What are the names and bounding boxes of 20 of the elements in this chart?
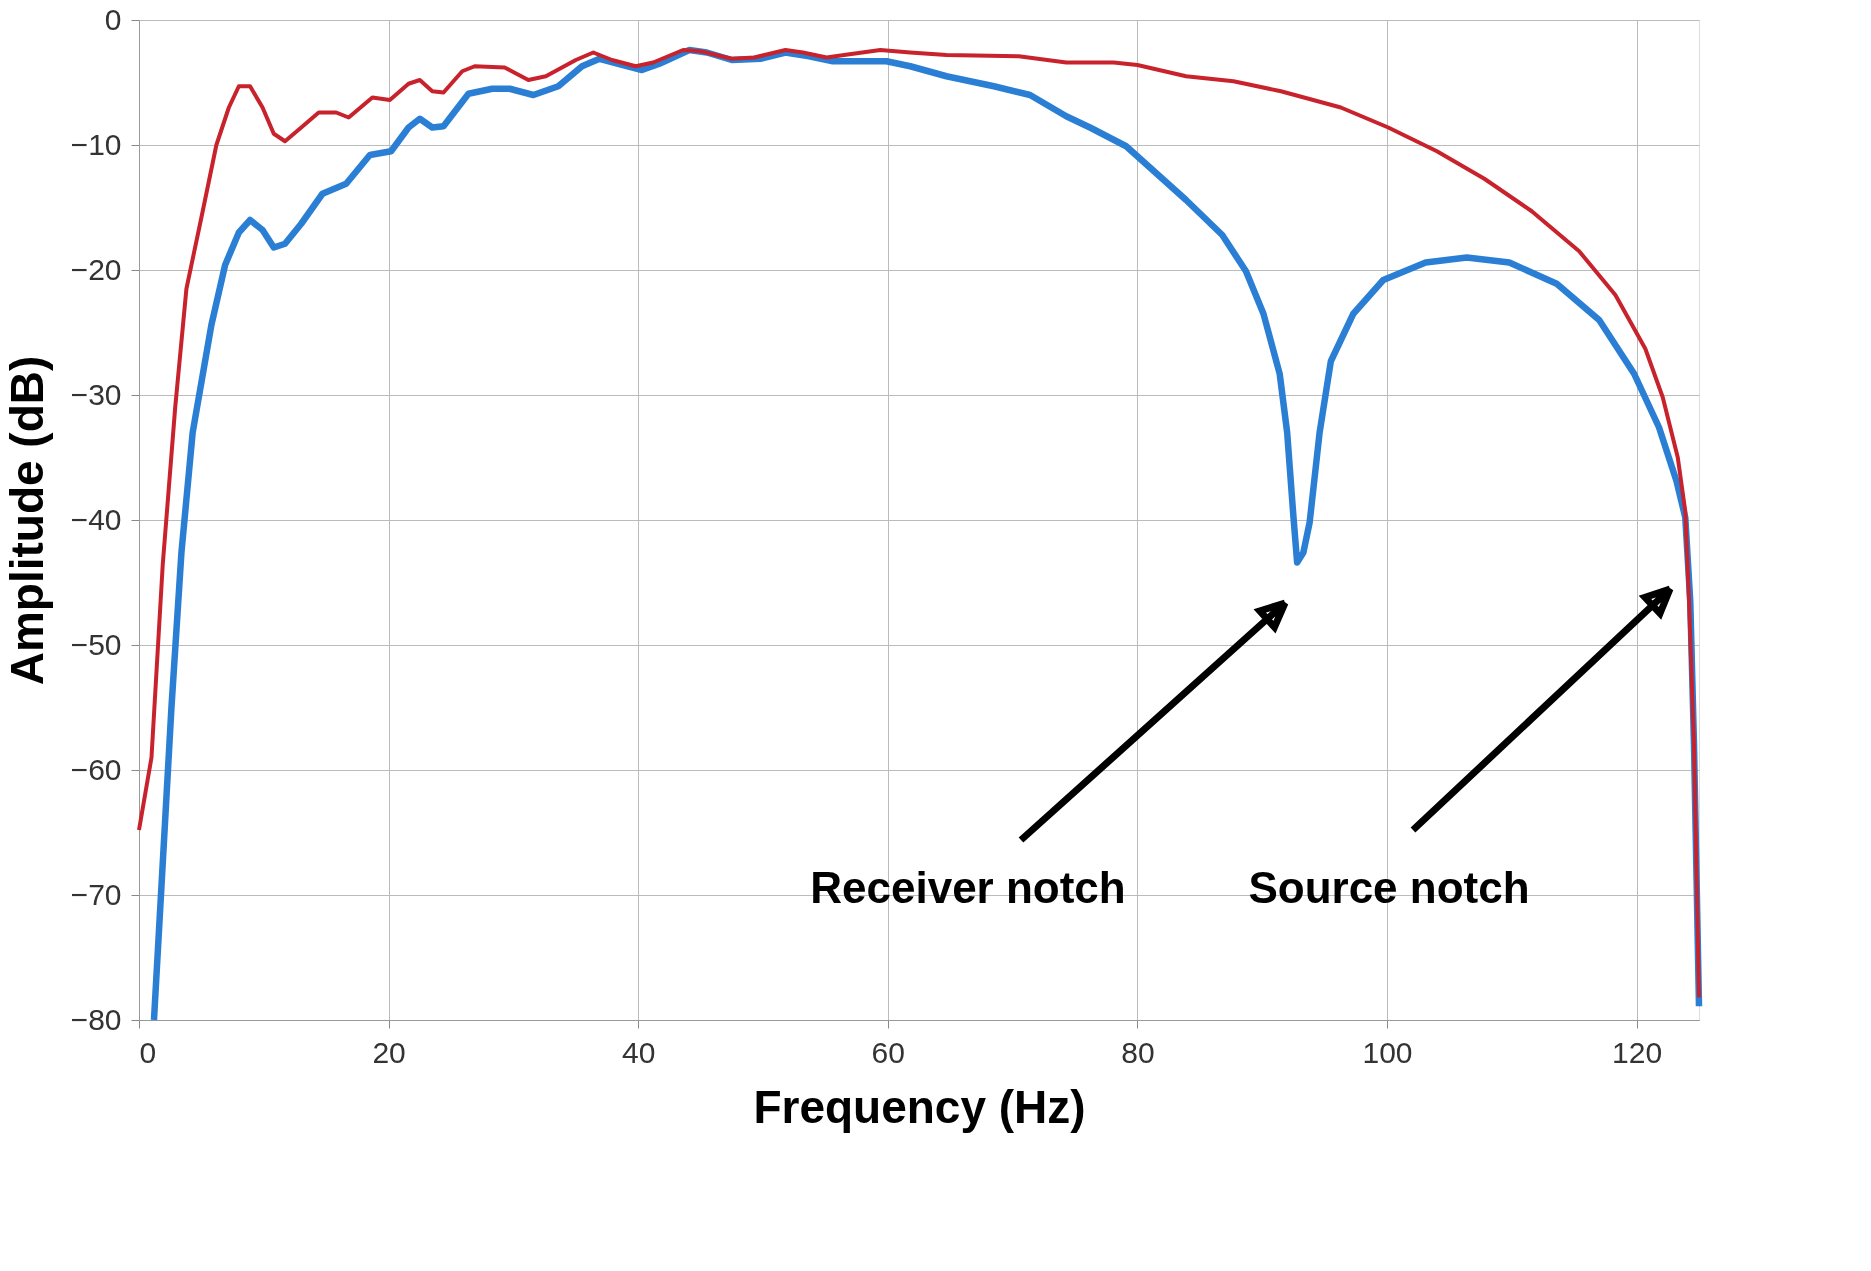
y-tick-label: −50 — [70, 627, 122, 661]
x-tick-label: 100 — [1362, 1035, 1413, 1069]
y-tick-label: −70 — [70, 877, 122, 911]
x-tick-label: 120 — [1612, 1035, 1663, 1069]
y-tick-label: −80 — [70, 1002, 122, 1036]
y-tick-label: −10 — [70, 127, 122, 161]
annotation: Receiver notch — [810, 863, 1126, 912]
y-tick-label: −30 — [70, 377, 122, 411]
x-tick-label: 0 — [139, 1035, 157, 1069]
x-tick-label: 20 — [372, 1035, 406, 1069]
y-tick-label: −20 — [70, 252, 122, 286]
annotation: Source notch — [1248, 863, 1530, 912]
x-tick-label: 60 — [871, 1035, 905, 1069]
x-tick-label: 80 — [1121, 1035, 1155, 1069]
y-tick-label: −40 — [70, 502, 122, 536]
y-axis-title: Amplitude (dB) — [0, 355, 53, 686]
x-tick-label: 40 — [622, 1035, 656, 1069]
x-axis-title: Frequency (Hz) — [753, 1080, 1086, 1133]
y-tick-label: 0 — [104, 2, 122, 36]
y-tick-label: −60 — [70, 752, 122, 786]
